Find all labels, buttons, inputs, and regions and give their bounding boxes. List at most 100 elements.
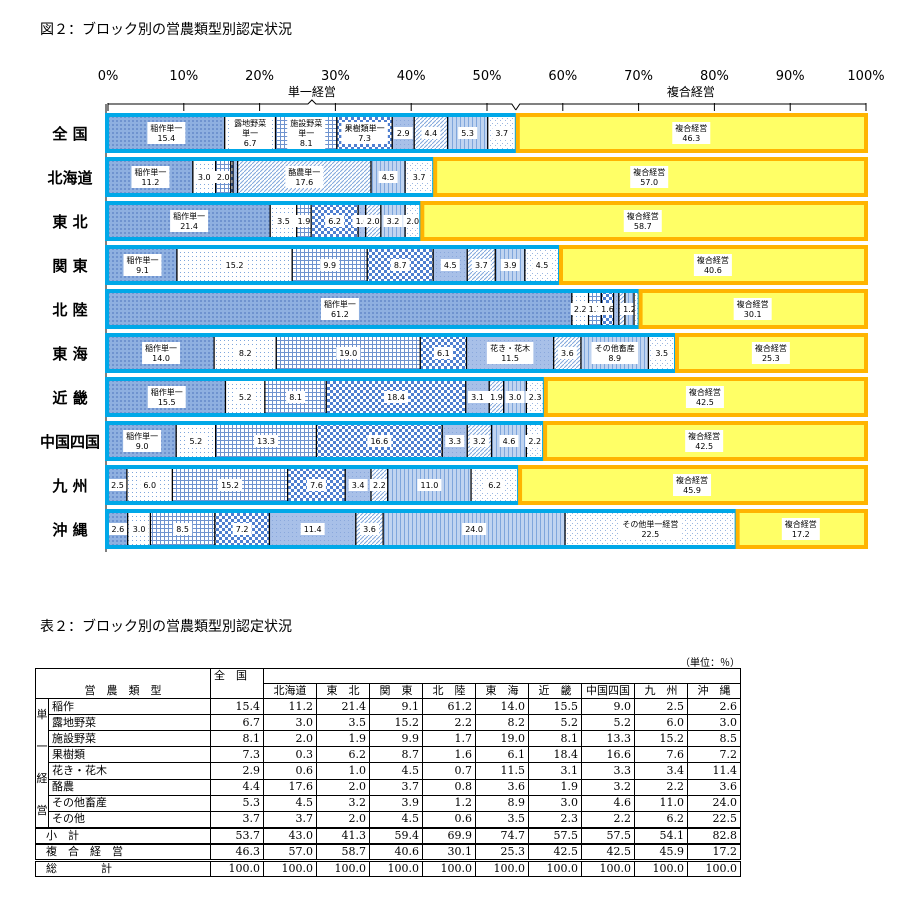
subtotal-row-label: 小 計 [35,827,211,845]
data-label-box [294,215,314,227]
data-label: 15.4 [157,134,175,143]
x-tick-label: 60% [548,69,577,84]
table-cell: 2.9 [210,762,264,780]
table-cell: 3.4 [634,762,688,780]
data-label-box [363,215,383,227]
data-label: 稲作単一 [126,255,158,265]
table-cell: 14.0 [475,697,529,716]
x-tick-label: 90% [776,69,805,84]
data-label-box [591,342,638,364]
table-cell: 3.0 [528,794,582,812]
data-label: 8.2 [239,349,252,358]
data-label: 4.5 [382,173,395,182]
data-label: 複合経営 [676,475,708,485]
data-label: 稲作単一 [126,431,158,441]
data-label-box [235,347,255,359]
composite-row: 複 合 経 営 46.3 57.0 58.7 40.6 30.1 25.3 42.5 42.5 4… [35,843,741,861]
table-cell: 100.0 [369,859,423,877]
data-label-box [781,518,820,540]
region-header: 東 海 [475,683,529,699]
data-label: 1.7 [589,305,602,314]
table-cell: 1.2 [422,794,476,812]
data-label: 露地野菜 [234,118,266,128]
data-label-box [618,518,683,540]
data-label: 複合経営 [737,299,769,309]
category-label: 全 国 [51,125,87,143]
total-row-label: 総 計 [35,859,211,877]
table-cell: 57.5 [528,827,582,845]
category-label: 北 陸 [52,301,87,319]
data-label: 稲作単一 [324,299,356,309]
data-label-box [142,342,181,364]
data-label: 22.5 [641,530,659,539]
data-label: 5.3 [461,129,474,138]
data-label: 8.9 [608,354,621,363]
table-cell: 1.6 [422,746,476,764]
data-label-box [403,215,423,227]
data-label: 4.5 [444,261,457,270]
data-label: 3.7 [413,173,426,182]
table-cell: 11.5 [475,762,529,780]
data-label-box [336,347,361,359]
table-cell: 30.1 [422,843,476,861]
row-label: その他 [48,810,211,829]
data-label-box [107,479,127,491]
data-label-box [367,435,392,447]
data-label: 18.4 [387,393,405,402]
composite-group-outline [543,377,868,417]
data-label: 3.0 [198,173,211,182]
data-label: 16.6 [370,437,388,446]
data-label: 1.6 [601,305,614,314]
data-label-box [445,435,465,447]
data-label: 複合経営 [688,431,720,441]
data-label-box [378,171,398,183]
data-label-box [598,303,618,315]
table-cell: 6.2 [634,810,688,829]
data-label-box [393,127,413,139]
table-cell: 15.5 [528,697,582,716]
data-label-box [123,254,162,276]
data-label-box [194,171,214,183]
table-cell: 9.0 [581,697,635,716]
data-label: 稲作単一 [173,211,205,221]
table-cell: 100.0 [528,859,582,877]
table-cell: 43.0 [263,827,317,845]
data-label-box [383,215,403,227]
data-label: その他単一経営 [622,519,678,529]
data-label-box [273,215,293,227]
data-label-box [525,435,545,447]
data-label: 2.2 [373,481,386,490]
data-label: 21.4 [180,222,198,231]
table-cell: 8.1 [210,730,264,748]
data-label: 11.5 [501,354,519,363]
table-cell: 1.0 [316,762,370,780]
data-label-box [469,435,489,447]
data-label: 5.2 [239,393,252,402]
table-cell: 100.0 [475,859,529,877]
table-cell: 17.2 [687,843,741,861]
table-cell: 2.3 [528,810,582,829]
composite-row-label: 複 合 経 営 [35,843,211,861]
table-cell: 8.1 [528,730,582,748]
table-cell: 2.0 [263,730,317,748]
header-row: 営 農 類 型全 国 [35,668,741,699]
category-label: 沖 縄 [52,521,87,539]
data-label-box [186,435,206,447]
table-cell: 3.9 [369,794,423,812]
data-label-box [440,259,460,271]
data-label-box [630,166,669,188]
data-label-box [468,391,488,403]
table-cell: 7.3 [210,746,264,764]
data-label-box [390,259,410,271]
data-label: 17.6 [295,178,313,187]
table-cell: 2.5 [634,697,688,716]
data-label-box [505,391,525,403]
group-label-single: 単一経営 [35,698,49,829]
data-label-box [685,386,724,408]
data-label-box [471,259,491,271]
composite-group-outline [518,465,868,505]
table-row: 単一経営稲作 15.4 11.2 21.4 9.1 61.2 14.0 15.5 9.0 2.5 2… [35,697,741,829]
table-cell: 57.5 [581,827,635,845]
data-label: その他畜産 [595,343,635,353]
data-label-box [360,523,380,535]
